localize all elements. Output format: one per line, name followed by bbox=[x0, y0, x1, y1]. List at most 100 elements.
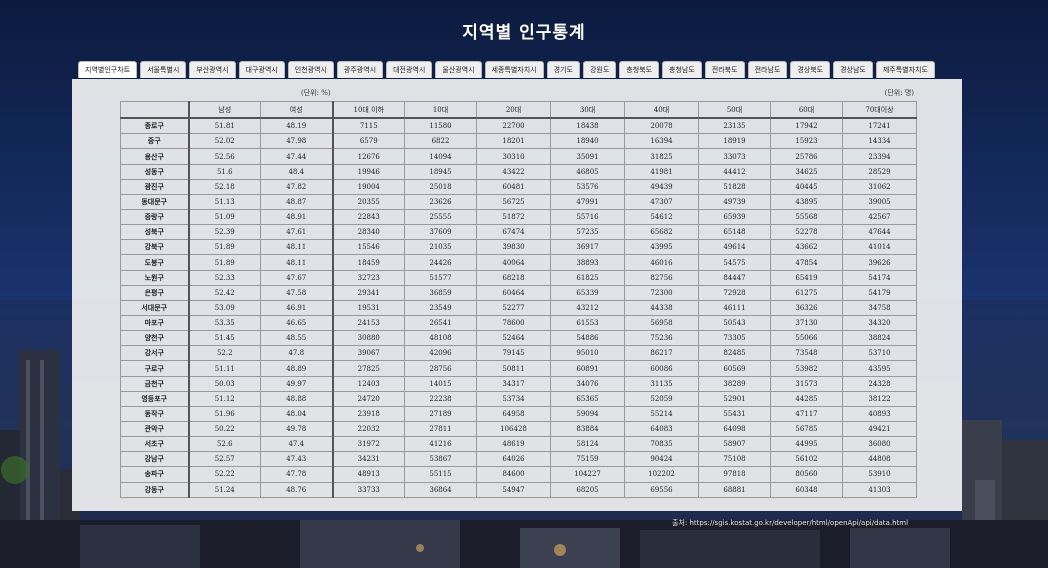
table-cell: 38893 bbox=[550, 254, 625, 271]
table-cell: 51.09 bbox=[188, 209, 261, 226]
table-header-row: 남성 여성 10대 이하 10대 20대 30대 40대 50대 60대 70대이상 bbox=[120, 101, 917, 119]
table-cell: 24328 bbox=[842, 375, 917, 392]
tab-gangwon[interactable]: 강원도 bbox=[582, 61, 617, 78]
table-cell: 48.91 bbox=[260, 209, 334, 226]
row-district-label: 영등포구 bbox=[120, 390, 190, 407]
table-cell: 20355 bbox=[332, 193, 405, 211]
table-cell: 48.88 bbox=[260, 390, 334, 407]
table-cell: 75108 bbox=[698, 451, 771, 468]
table-cell: 83884 bbox=[550, 420, 625, 438]
tab-busan[interactable]: 부산광역시 bbox=[189, 61, 236, 78]
table-cell: 44412 bbox=[698, 163, 771, 180]
table-cell: 47.4 bbox=[260, 436, 334, 453]
table-cell: 18945 bbox=[404, 163, 477, 180]
table-cell: 52.22 bbox=[188, 466, 261, 483]
table-cell: 27825 bbox=[332, 360, 405, 377]
tab-jeju[interactable]: 제주특별자치도 bbox=[875, 61, 935, 78]
row-district-label: 중구 bbox=[120, 133, 190, 150]
table-cell: 65682 bbox=[624, 224, 699, 241]
table-cell: 23626 bbox=[404, 193, 477, 211]
row-district-label: 강남구 bbox=[120, 451, 190, 468]
tab-region-chart[interactable]: 지역별인구차트 bbox=[78, 61, 138, 78]
tab-sejong[interactable]: 세종특별자치시 bbox=[484, 61, 544, 78]
tab-gyeongbuk[interactable]: 경상북도 bbox=[790, 61, 831, 78]
table-cell: 14015 bbox=[404, 375, 477, 392]
tab-daejeon[interactable]: 대전광역시 bbox=[386, 61, 433, 78]
table-cell: 39067 bbox=[332, 345, 405, 362]
table-cell: 28340 bbox=[332, 224, 405, 241]
table-cell: 51.24 bbox=[188, 481, 261, 499]
tab-seoul[interactable]: 서울특별시 bbox=[140, 61, 187, 78]
table-cell: 82485 bbox=[698, 345, 771, 362]
row-district-label: 동대문구 bbox=[120, 193, 190, 211]
page-title: 지역별 인구통계 bbox=[462, 23, 586, 43]
table-cell: 14334 bbox=[842, 133, 917, 150]
table-cell: 29341 bbox=[332, 284, 405, 301]
table-cell: 53.09 bbox=[188, 299, 261, 317]
table-cell: 60086 bbox=[624, 360, 699, 377]
column-header: 60대 bbox=[770, 101, 843, 119]
source-link[interactable]: 출처: https://sgis.kostat.go.kr/developer/… bbox=[672, 519, 909, 527]
table-body: 종로구 51.81 48.19 7115 11580 22700 18438 20078 231… bbox=[120, 117, 917, 499]
table-cell: 53.35 bbox=[188, 315, 261, 332]
table-cell: 64098 bbox=[698, 420, 771, 438]
table-cell: 55568 bbox=[770, 209, 843, 226]
table-cell: 43662 bbox=[770, 239, 843, 256]
table-cell: 15923 bbox=[770, 133, 843, 150]
table-cell: 36080 bbox=[842, 436, 917, 453]
table-cell: 48.04 bbox=[260, 405, 334, 423]
table-cell: 24153 bbox=[332, 315, 405, 332]
table-cell: 56725 bbox=[476, 193, 551, 211]
column-header: 40대 bbox=[624, 101, 699, 119]
table-cell: 46.65 bbox=[260, 315, 334, 332]
table-cell: 51.6 bbox=[188, 163, 261, 180]
table-cell: 51.11 bbox=[188, 360, 261, 377]
table-cell: 38122 bbox=[842, 390, 917, 407]
row-district-label: 동작구 bbox=[120, 405, 190, 423]
tab-chungnam[interactable]: 충청남도 bbox=[662, 61, 702, 78]
table-cell: 54575 bbox=[698, 254, 771, 271]
table-cell: 48.11 bbox=[260, 254, 334, 271]
tab-daegu[interactable]: 대구광역시 bbox=[238, 61, 285, 78]
table-cell: 40893 bbox=[842, 405, 917, 423]
table-cell: 34625 bbox=[770, 163, 843, 180]
table-cell: 54947 bbox=[476, 481, 551, 499]
table-cell: 46111 bbox=[698, 299, 771, 317]
table-cell: 86217 bbox=[624, 345, 699, 362]
table-cell: 34231 bbox=[332, 451, 405, 468]
table-cell: 72928 bbox=[698, 284, 771, 301]
tab-gyeongnam[interactable]: 경상남도 bbox=[833, 61, 873, 78]
table-cell: 47.98 bbox=[260, 133, 334, 150]
table-cell: 104227 bbox=[550, 466, 625, 483]
tab-jeonbuk[interactable]: 전라북도 bbox=[704, 61, 745, 78]
table-cell: 31062 bbox=[842, 178, 917, 195]
table-cell: 46805 bbox=[550, 163, 625, 180]
table-cell: 54174 bbox=[842, 269, 917, 286]
table-cell: 90424 bbox=[624, 451, 699, 468]
table-cell: 48619 bbox=[476, 436, 551, 453]
table-cell: 56958 bbox=[624, 315, 699, 332]
table-cell: 33073 bbox=[698, 148, 771, 165]
table-cell: 42567 bbox=[842, 209, 917, 226]
tab-gwangju[interactable]: 광주광역시 bbox=[336, 61, 384, 78]
tab-jeonnam[interactable]: 전라남도 bbox=[747, 61, 788, 78]
tab-chungbuk[interactable]: 충청북도 bbox=[619, 61, 660, 78]
tab-incheon[interactable]: 인천광역시 bbox=[287, 61, 334, 78]
table-cell: 23918 bbox=[332, 405, 405, 423]
table-cell: 36859 bbox=[404, 284, 477, 301]
table-cell: 44285 bbox=[770, 390, 843, 407]
table-cell: 40064 bbox=[476, 254, 551, 271]
table-cell: 6822 bbox=[404, 133, 477, 150]
table-cell: 49739 bbox=[698, 193, 771, 211]
region-tabs: 지역별인구차트 서울특별시 부산광역시 대구광역시 인천광역시 광주광역시 대전… bbox=[78, 61, 935, 79]
tab-gyeonggi[interactable]: 경기도 bbox=[546, 61, 580, 78]
table-cell: 47307 bbox=[624, 193, 699, 211]
table-cell: 24720 bbox=[332, 390, 405, 407]
table-row: 강서구 52.2 47.8 39067 42096 79145 95010 86217 8248… bbox=[120, 345, 917, 362]
tab-ulsan[interactable]: 울산광역시 bbox=[435, 61, 482, 78]
table-cell: 25555 bbox=[404, 209, 477, 226]
row-district-label: 관악구 bbox=[120, 420, 190, 438]
table-cell: 23394 bbox=[842, 148, 917, 165]
table-cell: 30310 bbox=[476, 148, 551, 165]
table-cell: 34320 bbox=[842, 315, 917, 332]
